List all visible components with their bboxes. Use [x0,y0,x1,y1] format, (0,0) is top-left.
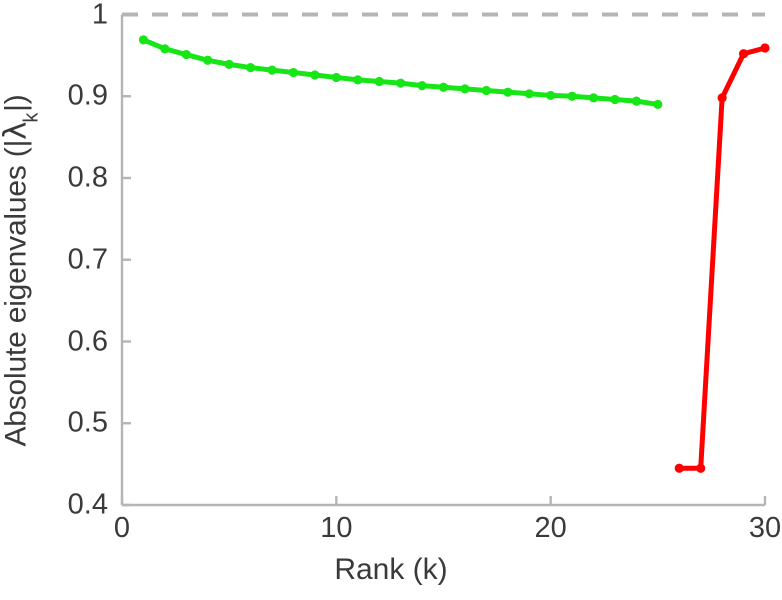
y-tick-label-4: 0.8 [67,161,108,194]
stable-eigenvalues-point [567,91,577,101]
stable-eigenvalues-point [417,81,427,91]
outlier-eigenvalues-point [738,49,749,59]
stable-eigenvalues-point [653,99,663,110]
y-tick-label-6: 1 [91,0,108,30]
stable-eigenvalues-point [203,55,213,65]
x-tick-label-2: 20 [534,512,567,544]
stable-eigenvalues-point [138,35,149,45]
stable-eigenvalues-point [310,70,320,80]
outlier-eigenvalues-point [696,463,706,473]
outlier-eigenvalues-point [674,463,684,473]
stable-eigenvalues-point [288,67,299,78]
stable-eigenvalues-point [524,89,534,99]
stable-eigenvalues-line [140,37,661,107]
stable-eigenvalues-point [160,44,170,54]
stable-eigenvalues-point [610,94,620,105]
stable-eigenvalues-point [331,72,341,83]
outlier-eigenvalues-point [717,93,727,103]
stable-eigenvalues-point [546,90,556,101]
y-tick-label-5: 0.9 [67,79,108,112]
outlier-eigenvalues-line [676,45,768,471]
stable-eigenvalues-point [246,63,256,73]
stable-eigenvalues-point [181,49,191,60]
y-tick-label-2: 0.6 [67,325,108,357]
x-tick-label-0: 0 [113,512,131,544]
y-tick-label-3: 0.7 [67,243,108,276]
stable-eigenvalues-point [481,85,491,96]
stable-eigenvalues-point [353,75,363,85]
y-tick-label-0: 0.4 [67,488,108,521]
stable-eigenvalues-point [588,93,599,103]
stable-eigenvalues-point [460,84,470,94]
stable-eigenvalues-point [396,78,406,88]
stable-eigenvalues-point [267,65,277,75]
stable-eigenvalues-point [503,87,513,97]
stable-eigenvalues-point [631,96,642,106]
stable-eigenvalues-point [438,82,449,92]
outlier-eigenvalues-point [760,43,770,53]
stable-eigenvalues-point [224,59,234,69]
x-tick-label-3: 30 [748,512,782,544]
stable-eigenvalues-point [374,76,384,87]
x-tick-label-1: 10 [320,512,353,544]
y-tick-label-1: 0.5 [67,406,108,439]
x-axis-label: Rank (k) [334,553,448,586]
